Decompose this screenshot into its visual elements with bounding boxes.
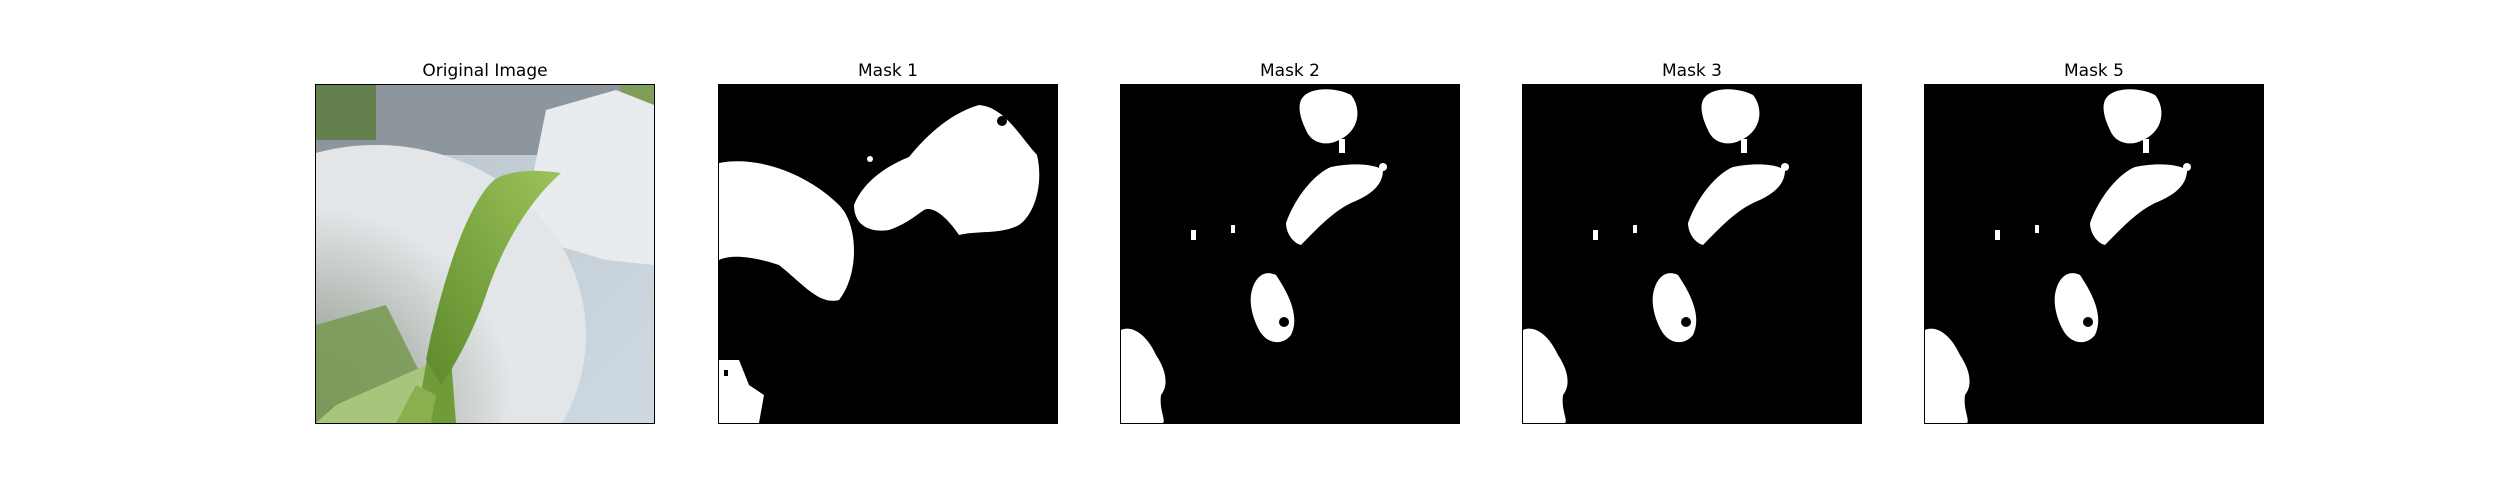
panel-title: Original Image [422, 61, 548, 81]
mask-5-svg [1925, 85, 2263, 423]
mask-3-svg [1523, 85, 1861, 423]
panel-title: Mask 3 [1661, 61, 1722, 81]
panel-title: Mask 2 [1259, 61, 1320, 81]
mask-3-image [1522, 84, 1862, 424]
panel-mask-5: Mask 5 [1924, 58, 2264, 424]
panel-original-image: Original Image [315, 58, 655, 424]
mask-5-image [1924, 84, 2264, 424]
mask-1-image [718, 84, 1058, 424]
panel-mask-1: Mask 1 [718, 58, 1058, 424]
mask-2-image [1120, 84, 1460, 424]
mask-2-svg [1121, 85, 1459, 423]
mask-1-svg [719, 85, 1057, 423]
panel-mask-2: Mask 2 [1120, 58, 1460, 424]
panel-title: Mask 1 [857, 61, 918, 81]
panel-title: Mask 5 [2063, 61, 2124, 81]
original-image-photo [316, 85, 654, 423]
panel-mask-3: Mask 3 [1522, 58, 1862, 424]
original-image [315, 84, 655, 424]
